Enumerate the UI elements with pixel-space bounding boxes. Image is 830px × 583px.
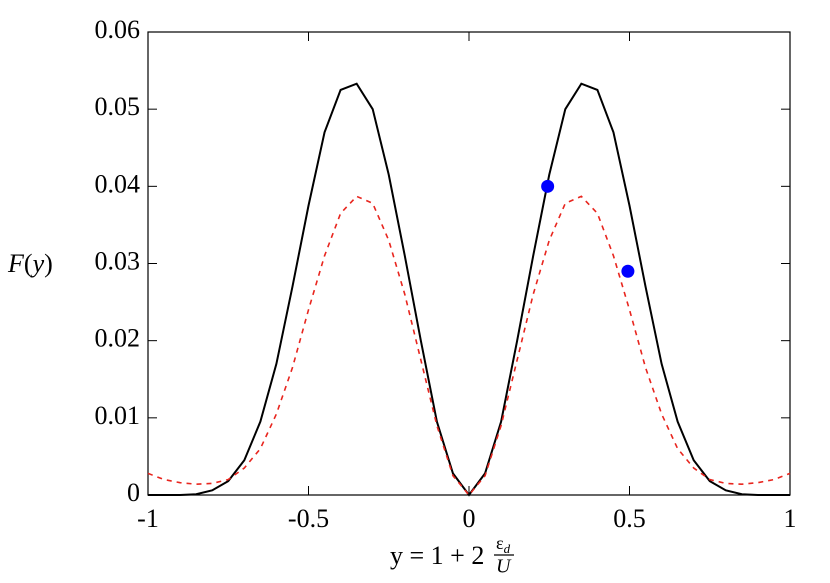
y-tick-label: 0.05 [95,92,141,121]
data-point [621,264,635,278]
y-tick-label: 0.02 [95,324,141,353]
x-tick-label: 0 [463,504,476,533]
x-label-numerator: εd [496,533,511,556]
y-label-close: ) [44,249,53,278]
x-tick-label: 0.5 [613,504,646,533]
y-tick-label: 0.04 [95,169,141,198]
y-label-name: F [7,249,25,278]
y-label-open: ( [24,249,33,278]
y-tick-label: 0.06 [95,15,141,44]
x-tick-label: -1 [137,504,159,533]
y-axis-label: F(y) [7,249,53,278]
y-tick-label: 0.01 [95,401,141,430]
x-tick-label: -0.5 [288,504,329,533]
x-label-subscript: d [504,541,511,556]
y-tick-label: 0 [127,478,140,507]
x-tick-label: 1 [784,504,797,533]
plot-frame [147,31,791,496]
x-label-denominator: U [496,556,512,578]
x-label-epsilon: ε [496,533,504,553]
curve [147,195,791,497]
y-label-var: y [30,249,45,278]
x-axis-label: y = 1 + 2 [390,541,484,570]
data-point [541,179,555,193]
curve [148,82,790,497]
y-tick-label: 0.03 [95,246,141,275]
